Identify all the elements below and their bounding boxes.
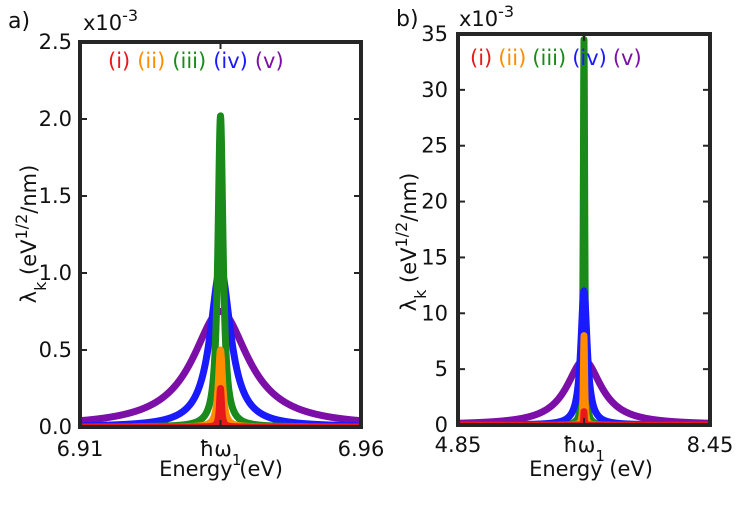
axis-multiplier: x10-3: [83, 6, 138, 35]
y-tick-label: 1.5: [39, 184, 72, 208]
legend-entry-ii: (ii): [498, 46, 526, 70]
series-group: [458, 36, 710, 425]
y-tick-label: 1.0: [39, 261, 72, 285]
y-tick-label: 20: [421, 190, 448, 214]
legend-entry-iii: (iii): [172, 49, 206, 73]
y-tick-label: 30: [421, 78, 448, 102]
y-tick-label: 2.0: [39, 107, 72, 131]
y-tick-label: 0.0: [39, 415, 72, 439]
panel-label: b): [396, 7, 419, 32]
legend-entry-iii: (iii): [532, 46, 566, 70]
x-tick-label: 6.96: [338, 437, 385, 461]
y-axis-label: λk (eV1/2/nm): [12, 165, 50, 304]
series-line-v: [80, 308, 361, 425]
y-axis-label: λk (eV1/2/nm): [392, 173, 430, 312]
x-tick-label: 6.91: [57, 437, 104, 461]
legend-entry-v: (v): [613, 46, 642, 70]
y-tick-label: 35: [421, 22, 448, 46]
legend-entry-ii: (ii): [137, 49, 165, 73]
series-line-i: [458, 408, 710, 425]
legend-entry-iv: (iv): [213, 49, 248, 73]
x-axis-label: Energy (eV): [159, 457, 283, 481]
legend-entry-v: (v): [255, 49, 284, 73]
y-tick-label: 10: [421, 301, 448, 325]
y-tick-label: 2.5: [39, 30, 72, 54]
axis-multiplier: x10-3: [459, 2, 514, 31]
y-tick-label: 25: [421, 134, 448, 158]
y-tick-label: 0.5: [39, 338, 72, 362]
legend-entry-i: (i): [108, 49, 130, 73]
y-tick-label: 15: [421, 245, 448, 269]
panel-label: a): [8, 9, 30, 34]
x-tick-label: 4.85: [435, 433, 482, 457]
x-tick-label: 8.45: [687, 433, 734, 457]
legend-entry-iv: (iv): [572, 46, 607, 70]
series-group: [80, 112, 361, 427]
legend-entry-i: (i): [470, 46, 492, 70]
y-tick-label: 0: [435, 413, 448, 437]
x-axis-label: Energy (eV): [529, 457, 653, 481]
y-tick-label: 5: [435, 357, 448, 381]
